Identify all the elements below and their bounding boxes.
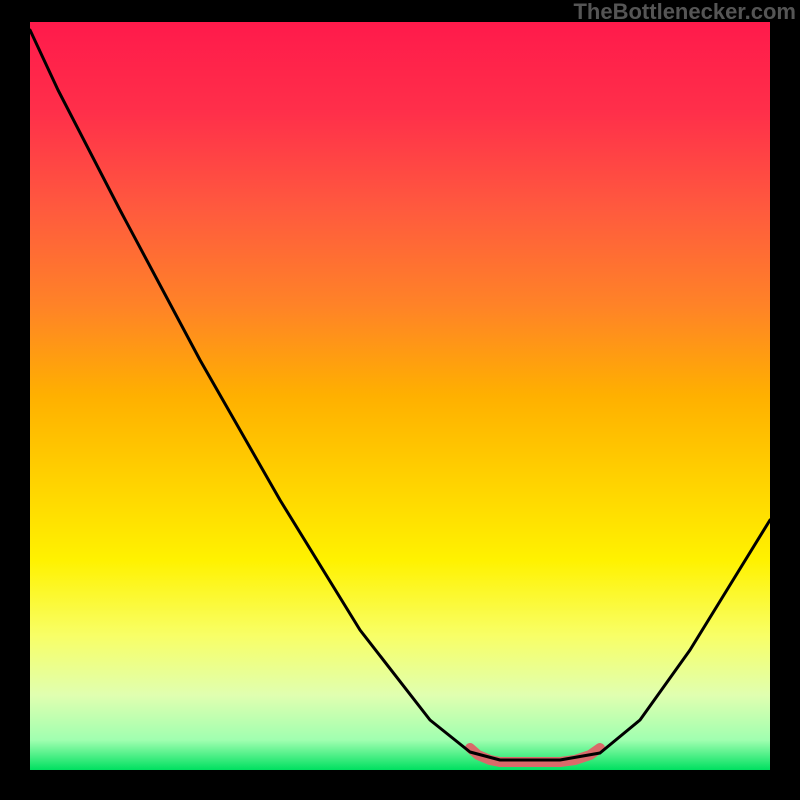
- plot-area: [30, 22, 770, 770]
- curve-layer: [30, 22, 770, 770]
- watermark-text: TheBottlenecker.com: [573, 0, 796, 24]
- v-curve: [30, 30, 770, 760]
- chart-container: TheBottlenecker.com: [0, 0, 800, 800]
